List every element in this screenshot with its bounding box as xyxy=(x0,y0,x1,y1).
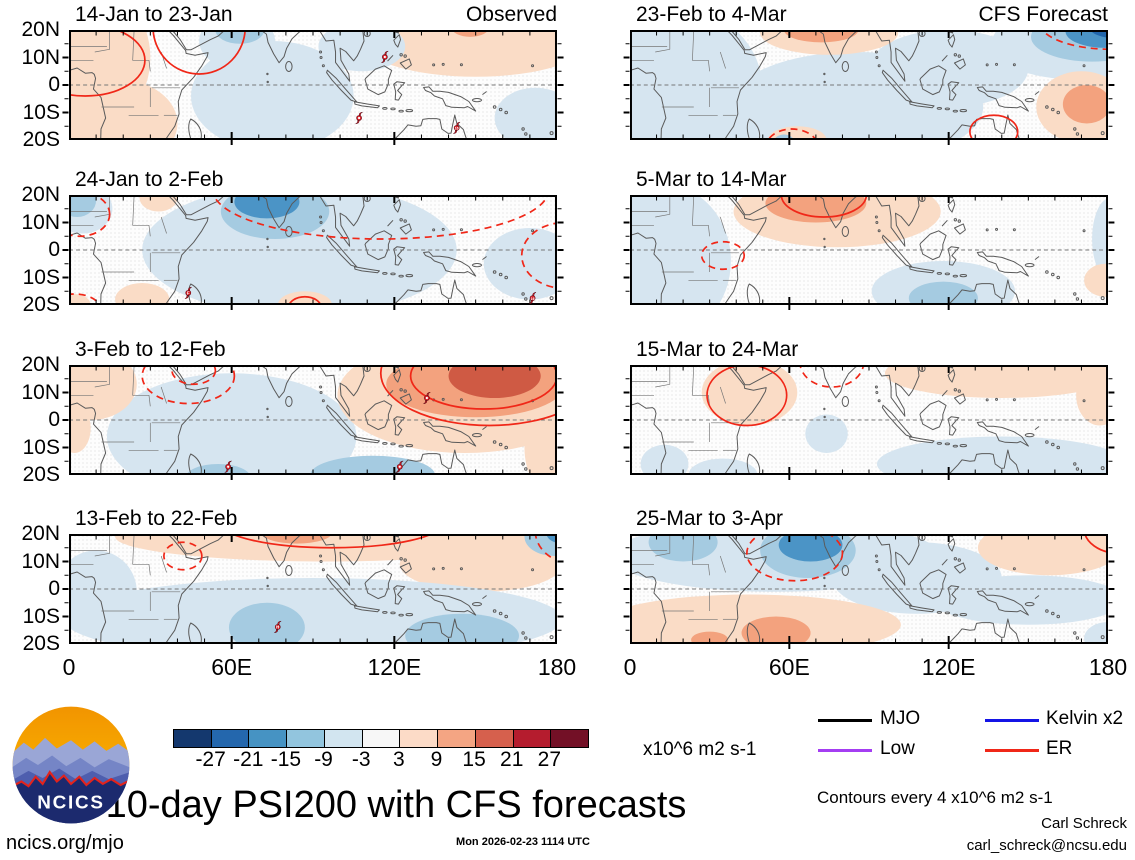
map-panel-7 xyxy=(623,365,1115,480)
y-axis-label-20n-row3: 20N xyxy=(21,353,60,376)
x-axis-label-0-col2: 0 xyxy=(623,654,637,680)
colorbar-segment-3 xyxy=(249,730,288,747)
colorbar-tick--15: -15 xyxy=(270,748,302,771)
colorbar-segment-8 xyxy=(438,730,476,747)
y-axis-label-10s-row3: 10S xyxy=(22,435,60,459)
x-axis-label-120e-col2: 120E xyxy=(921,654,976,680)
ncics-logo: NCICS xyxy=(12,706,130,824)
panel-corner-label-1: Observed xyxy=(465,3,557,26)
x-axis-label-180-col2: 180 xyxy=(1088,654,1128,680)
panel-corner-label-5: CFS Forecast xyxy=(978,3,1108,26)
y-axis-label-20n-row1: 20N xyxy=(21,18,60,41)
ncics-logo-graphic: NCICS xyxy=(12,706,130,824)
y-axis-label-0-row2: 0 xyxy=(48,238,60,261)
legend-line-low xyxy=(818,749,872,752)
generation-timestamp: Mon 2026-02-23 1114 UTC xyxy=(456,836,590,848)
legend-line-mjo xyxy=(818,719,872,722)
y-axis-label-20n-row2: 20N xyxy=(21,183,60,206)
panel-title-7: 15-Mar to 24-Mar xyxy=(636,338,799,361)
map-panel-5 xyxy=(623,30,1115,145)
chart-title: 10-day PSI200 with CFS forecasts xyxy=(105,784,687,826)
colorbar-tick-21: 21 xyxy=(500,748,524,771)
map-panel-canvas xyxy=(62,365,564,480)
colorbar-segment-5 xyxy=(324,730,363,747)
legend-label-mjo: MJO xyxy=(880,708,921,729)
map-panel-1: 16 xyxy=(62,30,564,145)
y-axis-label-10s-row4: 10S xyxy=(22,604,60,628)
legend-label-er: ER xyxy=(1046,738,1073,759)
y-axis-label-10n-row2: 10N xyxy=(21,210,60,234)
x-axis-label-180-col1: 180 xyxy=(537,654,577,680)
colorbar-segment-4 xyxy=(287,730,325,747)
colorbar xyxy=(173,729,589,748)
colorbar-segment-2 xyxy=(211,730,250,747)
map-panel-canvas: H xyxy=(62,534,564,649)
x-axis-label-0-col1: 0 xyxy=(62,654,76,680)
map-panel-2: F 16 xyxy=(62,195,564,310)
colorbar-segment-11 xyxy=(551,730,589,747)
y-axis-label-20s-row1: 20S xyxy=(22,128,60,151)
map-panel-8 xyxy=(623,534,1115,649)
map-panel-canvas: 16 xyxy=(62,30,564,145)
colorbar-tick--3: -3 xyxy=(351,748,371,771)
y-axis-label-0-row3: 0 xyxy=(48,408,60,431)
legend-line-er xyxy=(985,749,1039,752)
colorbar-segment-10 xyxy=(513,730,552,747)
cyclone-label: 16 xyxy=(455,127,459,131)
panel-title-1: 14-Jan to 23-Jan xyxy=(75,3,233,26)
map-panel-3 xyxy=(62,365,564,480)
panel-title-4: 13-Feb to 22-Feb xyxy=(75,507,238,530)
colorbar-segment-6 xyxy=(362,730,401,747)
map-panel-6 xyxy=(623,195,1115,310)
colorbar-tick--27: -27 xyxy=(195,748,226,771)
site-url: ncics.org/mjo xyxy=(6,832,124,854)
y-axis-label-10s-row2: 10S xyxy=(22,265,60,289)
colorbar-tick-9: 9 xyxy=(430,748,443,771)
map-panel-canvas xyxy=(623,30,1115,145)
cyclone-label: F xyxy=(187,291,190,296)
map-panel-canvas: F 16 xyxy=(62,195,564,310)
colorbar-tick--21: -21 xyxy=(233,748,264,771)
colorbar-segment-1 xyxy=(174,730,212,747)
panel-title-2: 24-Jan to 2-Feb xyxy=(75,168,224,191)
panel-title-3: 3-Feb to 12-Feb xyxy=(75,338,226,361)
y-axis-label-10n-row1: 10N xyxy=(21,45,60,69)
colorbar-tick--9: -9 xyxy=(314,748,333,771)
author-email: carl_schreck@ncsu.edu xyxy=(966,837,1127,854)
y-axis-label-10n-row3: 10N xyxy=(21,380,60,404)
colorbar-tick-27: 27 xyxy=(537,748,562,771)
y-axis-label-10s-row1: 10S xyxy=(22,100,60,124)
y-axis-label-0-row1: 0 xyxy=(48,73,60,96)
cyclone-label: H xyxy=(276,625,279,630)
cyclone-label: 16 xyxy=(531,297,535,301)
y-axis-label-0-row4: 0 xyxy=(48,577,60,600)
y-axis-label-10n-row4: 10N xyxy=(21,549,60,573)
colorbar-segment-9 xyxy=(475,730,514,747)
legend-label-kelvin-x2: Kelvin x2 xyxy=(1046,708,1124,729)
author-credit: Carl Schreck xyxy=(1041,815,1127,832)
colorbar-tick-15: 15 xyxy=(462,748,486,771)
y-axis-label-20s-row4: 20S xyxy=(22,632,60,655)
x-axis-label-60e-col2: 60E xyxy=(768,654,810,680)
x-axis-label-120e-col1: 120E xyxy=(367,654,422,680)
colorbar-unit-label: x10^6 m2 s-1 xyxy=(643,739,757,760)
map-panel-canvas xyxy=(623,534,1115,649)
legend-line-kelvin-x2 xyxy=(985,719,1039,722)
panel-title-6: 5-Mar to 14-Mar xyxy=(636,168,787,191)
colorbar-tick-3: 3 xyxy=(392,748,405,771)
colorbar-segment-7 xyxy=(400,730,439,747)
y-axis-label-20s-row2: 20S xyxy=(22,293,60,316)
panel-title-8: 25-Mar to 3-Apr xyxy=(636,507,784,530)
map-panel-canvas xyxy=(623,195,1115,310)
legend-label-low: Low xyxy=(880,738,915,759)
contour-interval-note: Contours every 4 x10^6 m2 s-1 xyxy=(817,788,1053,807)
ncics-logo-text: NCICS xyxy=(37,792,105,813)
y-axis-label-20s-row3: 20S xyxy=(22,463,60,486)
map-panel-canvas xyxy=(623,365,1115,480)
x-axis-label-60e-col1: 60E xyxy=(211,654,253,680)
panel-title-5: 23-Feb to 4-Mar xyxy=(636,3,787,26)
y-axis-label-20n-row4: 20N xyxy=(21,522,60,545)
map-panel-4: H xyxy=(62,534,564,649)
